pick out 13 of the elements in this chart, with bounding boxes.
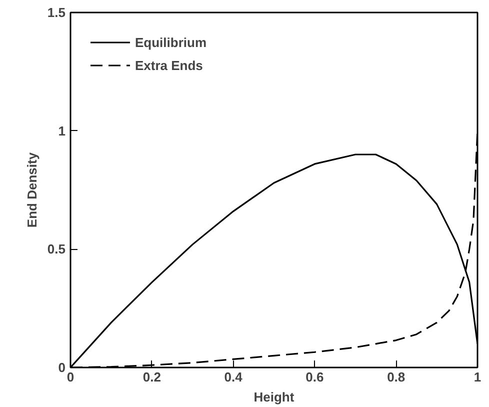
legend-label: Equilibrium: [135, 34, 206, 50]
x-tick-label: 0.4: [224, 370, 244, 384]
x-tick-label: 0.6: [306, 370, 324, 384]
legend-label: Extra Ends: [135, 58, 203, 72]
x-tick-label: 0.2: [142, 370, 161, 384]
x-tick-label: 0.8: [387, 370, 406, 384]
x-tick-label: 1: [474, 370, 482, 384]
y-axis-title: End Density: [24, 152, 40, 228]
y-tick-label: 0: [58, 360, 66, 375]
y-tick-label: 1.5: [47, 5, 66, 20]
x-axis-title: Height: [254, 390, 295, 404]
y-tick-label: 0.5: [47, 242, 66, 257]
y-tick-label: 1: [58, 123, 66, 138]
